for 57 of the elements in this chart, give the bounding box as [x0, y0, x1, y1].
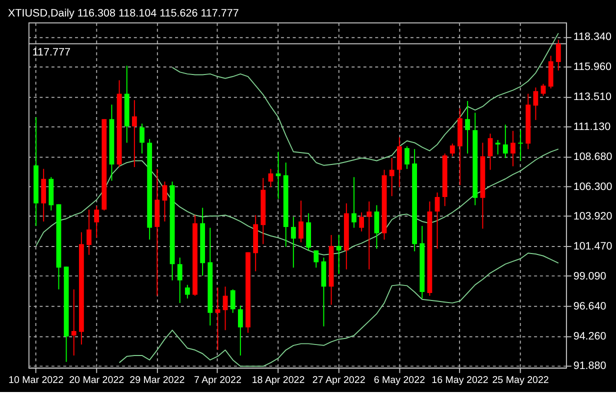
y-tick-label: 115.960 [573, 60, 612, 73]
candlestick [222, 286, 228, 331]
candlestick [533, 86, 538, 120]
candlestick [359, 212, 364, 232]
x-tick-label: 7 Apr 2022 [194, 374, 242, 386]
candlestick [540, 83, 546, 96]
line-series [118, 252, 559, 367]
candlestick [465, 100, 470, 154]
y-tick-label: 111.130 [573, 120, 611, 133]
candlestick [488, 133, 493, 170]
candlestick [366, 200, 372, 270]
candlestick [177, 257, 182, 304]
y-tick-label: 103.920 [573, 210, 612, 222]
candlestick [495, 140, 500, 155]
candlestick [502, 124, 508, 158]
candlestick [230, 288, 236, 314]
candlestick [71, 288, 76, 356]
candlestick [518, 130, 523, 162]
y-tick-label: 96.640 [573, 300, 606, 313]
y-tick-label: 113.510 [573, 91, 612, 104]
candlestick [162, 181, 168, 222]
x-tick-label: 16 May 2022 [432, 374, 488, 386]
candlestick [396, 136, 402, 188]
x-tick-label: 27 Apr 2022 [312, 374, 366, 386]
candlestick [389, 158, 394, 197]
candlestick [298, 200, 304, 243]
candlestick [450, 143, 455, 157]
candlestick [290, 216, 296, 268]
x-tick-label: 25 May 2022 [492, 374, 549, 386]
candlestick [434, 192, 440, 250]
candlestick [94, 206, 100, 238]
candlestick [352, 176, 356, 228]
y-tick-label: 101.470 [573, 240, 612, 253]
candlestick [404, 146, 410, 170]
candlestick [336, 234, 342, 274]
y-tick-label: 99.090 [573, 270, 606, 282]
x-tick-label: 29 Mar 2022 [130, 374, 185, 386]
x-tick-label: 18 Apr 2022 [252, 374, 305, 386]
candlestick [184, 284, 190, 299]
x-tick-label: 20 Mar 2022 [69, 374, 124, 386]
candlestick [86, 209, 92, 256]
ref-line-label: 117.777 [32, 46, 70, 59]
y-tick-label: 91.880 [573, 360, 606, 372]
y-tick-label: 106.300 [573, 180, 612, 193]
candlestick [238, 305, 243, 356]
candlestick [132, 100, 137, 168]
candlestick [374, 204, 380, 250]
candlestick [140, 123, 144, 154]
candlestick [556, 39, 561, 71]
y-tick-label: 94.260 [573, 330, 606, 342]
y-tick-label: 108.680 [573, 151, 612, 164]
candlestick [510, 130, 516, 167]
x-tick-label: 10 Mar 2022 [8, 374, 64, 386]
x-tick-label: 6 May 2022 [374, 374, 426, 386]
y-tick-label: 118.340 [573, 31, 612, 44]
candlestick [314, 250, 319, 268]
chart-title: XTIUSD,Daily 116.308 118.104 115.626 117.777 [8, 7, 239, 20]
